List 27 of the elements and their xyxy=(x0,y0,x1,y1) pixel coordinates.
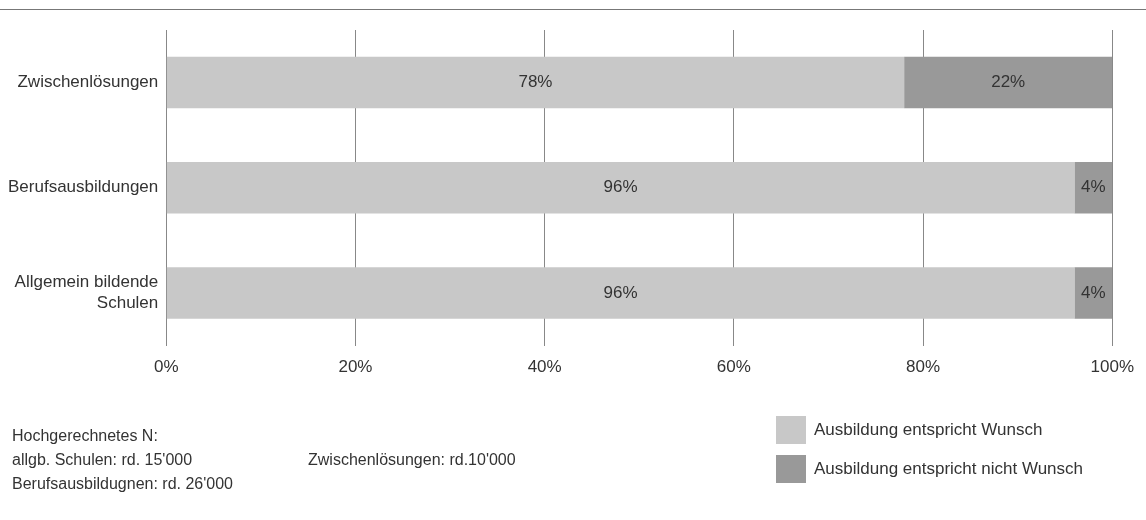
x-tick-label: 0% xyxy=(153,357,179,377)
data-label: 4% xyxy=(1081,177,1106,197)
data-label: 4% xyxy=(1081,282,1106,302)
text: Zwischenlösungen: rd.10'000 xyxy=(308,451,516,469)
legend-label: Ausbildung entspricht Wunsch xyxy=(814,420,1043,440)
text: Berufsausbildugnen: rd. 26'000 xyxy=(12,475,233,493)
bar xyxy=(166,267,1075,319)
x-tick-label: 100% xyxy=(1090,357,1134,377)
bar xyxy=(1074,162,1113,214)
bar xyxy=(166,56,905,109)
text: allgb. Schulen: rd. 15'000 xyxy=(12,451,193,469)
x-tick-label: 20% xyxy=(338,357,373,377)
y-tick-label: Zwischenlösungen xyxy=(17,72,159,92)
text: Hochgerechnetes N: xyxy=(12,427,158,445)
x-tick-label: 40% xyxy=(527,357,562,377)
legend-label: Ausbildung entspricht nicht Wunsch xyxy=(814,459,1084,479)
x-tick-label: 60% xyxy=(716,357,751,377)
bar xyxy=(166,162,1075,214)
bar xyxy=(1074,267,1113,319)
y-tick-label: Allgemein bildende Schulen xyxy=(14,272,159,312)
data-label: 22% xyxy=(991,72,1026,92)
data-label: 96% xyxy=(603,282,638,302)
data-label: 96% xyxy=(603,177,638,197)
y-tick-label: Berufsausbildungen xyxy=(8,177,159,197)
data-label: 78% xyxy=(518,72,553,92)
bar xyxy=(904,56,1113,109)
x-tick-label: 80% xyxy=(906,357,941,377)
